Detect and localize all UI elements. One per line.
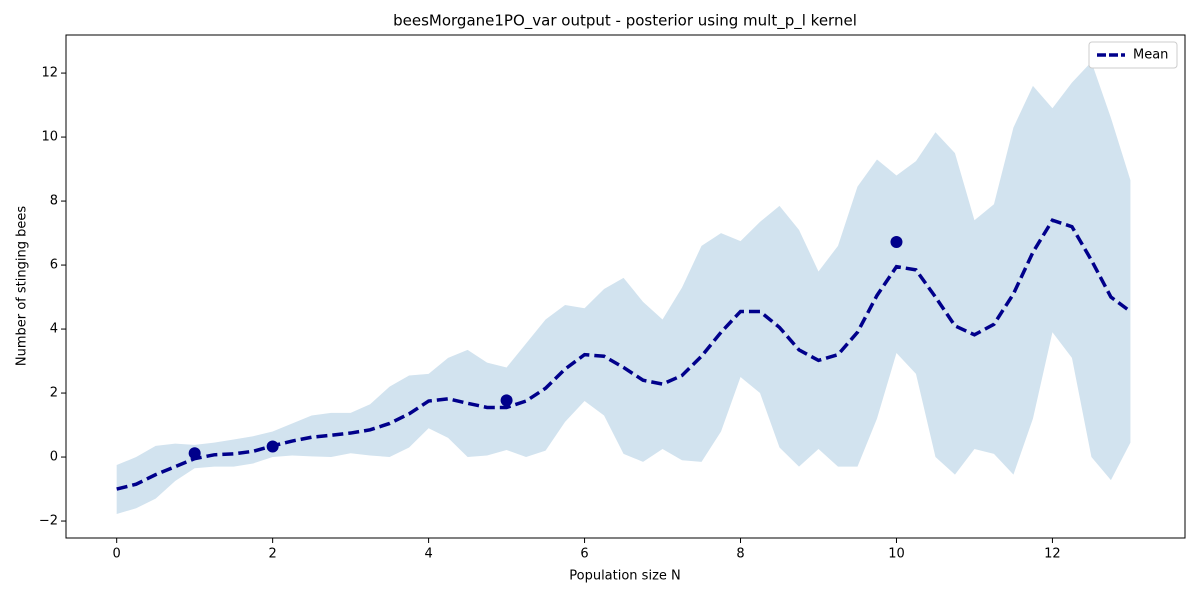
y-tick-label: 2: [50, 386, 58, 401]
x-tick-label: 8: [736, 547, 744, 562]
observation-point: [266, 440, 279, 453]
legend-label: Mean: [1133, 48, 1168, 63]
confidence-band: [116, 61, 1131, 515]
x-axis-label: Population size N: [569, 569, 681, 584]
x-tick-label: 10: [888, 547, 905, 562]
x-tick-label: 0: [113, 547, 121, 562]
observation-point: [890, 236, 903, 249]
y-tick-label: 4: [50, 322, 58, 337]
plot-frame: [65, 34, 1186, 539]
observation-point: [188, 447, 201, 460]
chart-title: beesMorgane1PO_var output - posterior us…: [393, 12, 857, 31]
y-tick-label: 8: [50, 194, 58, 209]
y-axis-label: Number of stinging bees: [15, 206, 30, 366]
mean-line: [116, 218, 1132, 491]
observation-point: [500, 394, 513, 407]
y-tick-label: −2: [39, 514, 58, 529]
y-tick-label: 6: [50, 258, 58, 273]
y-tick-label: 0: [50, 450, 58, 465]
legend-box: [1088, 41, 1178, 69]
x-tick-label: 4: [424, 547, 432, 562]
x-tick-label: 12: [1044, 547, 1061, 562]
x-tick-label: 6: [580, 547, 588, 562]
y-tick-label: 10: [41, 130, 58, 145]
y-tick-label: 12: [41, 66, 58, 81]
x-tick-label: 2: [269, 547, 277, 562]
